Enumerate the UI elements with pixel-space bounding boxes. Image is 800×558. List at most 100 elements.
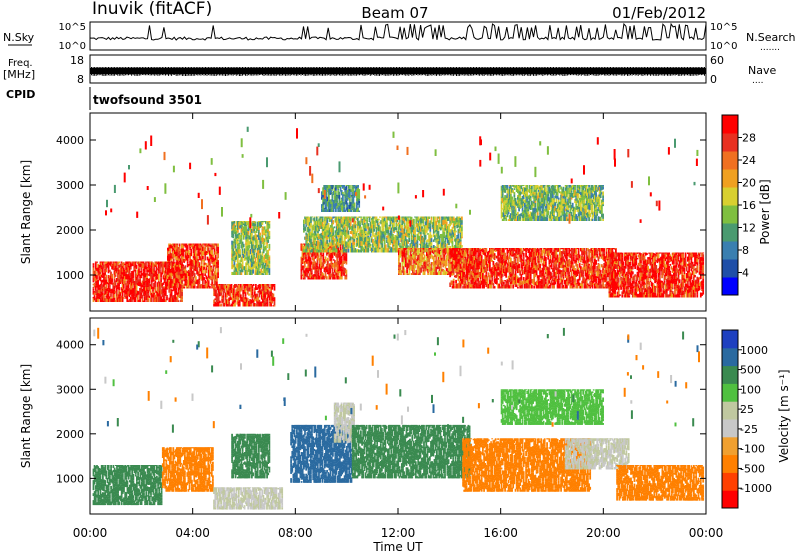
heatmap-cell (439, 220, 441, 223)
heatmap-cell (467, 273, 469, 275)
heatmap-cell (345, 247, 347, 249)
heatmap-cell (360, 217, 362, 218)
freq-label-line2: [MHz] (3, 68, 35, 81)
heatmap-cell (217, 276, 219, 278)
heatmap-cell (252, 288, 254, 291)
heatmap-cell (553, 285, 555, 288)
heatmap-cell (332, 222, 334, 224)
heatmap-cell (208, 280, 210, 282)
heatmap-cell (311, 272, 313, 274)
heatmap-cell (503, 282, 505, 284)
heatmap-cell (234, 303, 236, 307)
heatmap-cell (264, 242, 266, 245)
heatmap-cell (164, 296, 166, 299)
heatmap-cell (427, 273, 429, 275)
heatmap-cell (408, 238, 410, 242)
heatmap-cell (241, 272, 243, 275)
nsearch-tick-top: 10^5 (710, 22, 737, 33)
heatmap-cell (160, 277, 162, 279)
heatmap-cell (96, 262, 98, 264)
heatmap-cell (397, 220, 399, 222)
heatmap-cell (461, 256, 463, 258)
heatmap-cell (128, 284, 130, 288)
heatmap-cell (93, 263, 95, 265)
heatmap-cell (341, 276, 343, 279)
heatmap-cell (467, 248, 469, 249)
heatmap-cell (93, 288, 95, 290)
heatmap-cell (346, 274, 348, 277)
freq-spikes (90, 67, 706, 76)
heatmap-cell (429, 232, 431, 233)
heatmap-cell (266, 246, 268, 248)
heatmap-cell (483, 287, 485, 289)
heatmap-cell (523, 253, 525, 257)
heatmap-cell (231, 261, 233, 264)
heatmap-cell (243, 244, 245, 248)
heatmap-cell (381, 243, 383, 248)
heatmap-cell (458, 234, 460, 239)
heatmap-cell (544, 276, 546, 278)
heatmap-cell (334, 242, 336, 246)
heatmap-cell (269, 249, 271, 251)
heatmap-cell (179, 244, 181, 245)
heatmap-cell (346, 261, 348, 264)
heatmap-cell (326, 276, 328, 279)
heatmap-cell (177, 283, 179, 288)
heatmap-cell (219, 301, 221, 304)
heatmap-cell (384, 236, 386, 239)
freq-tick-top: 18 (70, 54, 84, 67)
heatmap-cell (551, 273, 553, 276)
heatmap-cell (400, 274, 402, 276)
heatmap-cell (132, 271, 134, 276)
heatmap-cell (158, 279, 160, 281)
heatmap-cell (168, 280, 170, 282)
heatmap-cell (393, 222, 395, 227)
heatmap-cell (308, 249, 310, 252)
heatmap-cell (255, 250, 257, 253)
heatmap-cell (137, 295, 139, 299)
heatmap-cell (429, 228, 431, 232)
heatmap-cell (378, 219, 380, 221)
heatmap-cell (378, 223, 380, 224)
heatmap-cell (461, 245, 463, 248)
heatmap-cell (135, 270, 137, 272)
heatmap-cell (111, 279, 113, 283)
heatmap-cell (434, 217, 436, 220)
heatmap-cell (223, 298, 225, 302)
heatmap-cell (322, 273, 324, 275)
heatmap-cell (269, 265, 271, 268)
nave-tick-top: 60 (710, 54, 724, 67)
heatmap-cell (249, 245, 251, 249)
cpid-panel: CPID twofsound 3501 (6, 87, 202, 110)
heatmap-cell (423, 252, 425, 253)
heatmap-cell (206, 267, 208, 270)
heatmap-cell (452, 239, 454, 241)
heatmap-cell (258, 230, 260, 232)
heatmap-cell (342, 237, 344, 241)
heatmap-cell (260, 244, 262, 248)
freq-panel: Freq. [MHz] 18 8 60 0 Nave .... (3, 54, 776, 86)
heatmap-cell (477, 270, 479, 273)
nsky-trace (90, 24, 706, 40)
heatmap-cell (109, 284, 111, 288)
heatmap-cell (269, 224, 271, 229)
heatmap-cell (253, 253, 255, 255)
heatmap-cell (336, 249, 338, 253)
heatmap-cell (493, 261, 495, 265)
heatmap-cell (203, 277, 205, 280)
nsky-tick-top: 10^5 (59, 22, 86, 33)
heatmap-cell (248, 294, 250, 296)
heatmap-cell (453, 281, 455, 284)
heatmap-cell (220, 293, 222, 296)
heatmap-cell (314, 217, 316, 218)
heatmap-cell (454, 235, 456, 238)
heatmap-cell (234, 265, 236, 267)
heatmap-cell (237, 271, 239, 275)
heatmap-cell (455, 231, 457, 233)
heatmap-cell (234, 300, 236, 303)
heatmap-cell (217, 262, 219, 266)
heatmap-cell (245, 268, 247, 270)
heatmap-cell (267, 240, 269, 243)
nsearch-dots: ....... (760, 43, 780, 53)
